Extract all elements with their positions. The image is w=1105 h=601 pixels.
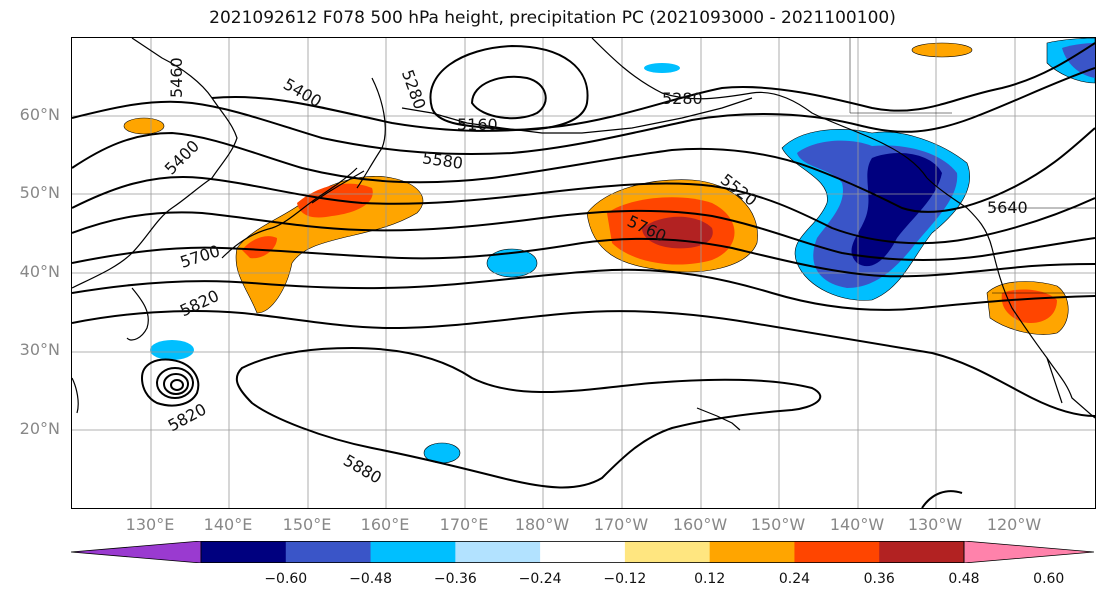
colorbar-tick-label: −0.36	[433, 571, 477, 587]
lon-label: 160°W	[672, 515, 728, 534]
contour-label: 5400	[280, 74, 325, 111]
lon-label: 180°W	[514, 515, 570, 534]
colorbar-cell	[794, 541, 880, 563]
precip-neg-ne-strong	[1062, 43, 1095, 78]
colorbar-tick-label: −0.12	[603, 571, 647, 587]
precip-pos-small-2	[911, 42, 973, 58]
contour-typhoon-outer	[140, 358, 200, 407]
lon-label: 170°E	[439, 515, 489, 534]
colorbar-cell	[879, 541, 965, 563]
colorbar-cell	[285, 541, 372, 563]
lon-label: 150°W	[750, 515, 806, 534]
colorbar-tick-label: 0.24	[778, 571, 811, 587]
precip-neg-small-2	[150, 340, 194, 360]
map-panel: 5460 5400 5400 5280 5280 5160 5580 5700 …	[71, 37, 1096, 509]
colorbar-cells	[71, 541, 1094, 563]
contour-label: 5280	[662, 89, 703, 108]
contour-5820	[72, 310, 1095, 417]
precip-neg-alaska-strong	[851, 153, 942, 267]
coast-westus	[991, 247, 1095, 419]
colorbar	[71, 541, 1094, 563]
colorbar-cell	[455, 541, 541, 563]
contour-5700	[72, 237, 1095, 278]
contour-typhoon-3	[170, 379, 184, 391]
lat-label: 60°N	[19, 105, 60, 124]
lon-label: 160°E	[360, 515, 410, 534]
colorbar-tick-label: −0.60	[264, 571, 308, 587]
map-svg: 5460 5400 5400 5280 5280 5160 5580 5700 …	[72, 38, 1095, 508]
colorbar-cell	[370, 541, 456, 563]
precip-pos-west-mid2	[242, 236, 277, 259]
contour-label: 5460	[167, 57, 186, 98]
contour-label: 5820	[177, 286, 222, 320]
colorbar-tick-label: 0.48	[948, 571, 980, 587]
precip-pos-central-strong	[642, 216, 713, 249]
contour-label: 5640	[987, 198, 1028, 217]
contour-typhoon-1	[156, 367, 194, 399]
contour-label: 5580	[421, 148, 464, 172]
contour-5640	[72, 209, 1095, 261]
contour-label: 5700	[178, 241, 223, 272]
coast-taiwan	[72, 377, 79, 414]
precip-neg-small-1	[486, 248, 538, 278]
height-contours	[72, 42, 1095, 508]
colorbar-frame	[200, 541, 965, 563]
colorbar-tick-label: 0.12	[694, 571, 726, 587]
lat-label: 20°N	[19, 419, 60, 438]
colorbar-tick-label: −0.48	[349, 571, 392, 587]
contour-label: 5160	[457, 115, 498, 134]
colorbar-cell	[540, 541, 626, 563]
contour-5580	[72, 176, 1095, 245]
colorbar-cell	[709, 541, 795, 563]
contour-typhoon-2	[163, 373, 189, 395]
contour-5880-east	[921, 490, 963, 508]
lon-label: 130°E	[125, 515, 175, 534]
lon-label: 170°W	[593, 515, 649, 534]
contour-5460	[72, 67, 1095, 156]
contour-label: 5880	[340, 451, 385, 488]
coast-aleutians	[401, 97, 753, 134]
lon-label: 120°W	[986, 515, 1042, 534]
borders	[849, 38, 1095, 294]
colorbar-extend-min	[71, 541, 202, 563]
lat-label: 40°N	[19, 262, 60, 281]
contour-5400	[211, 42, 1095, 132]
contour-low-5280	[429, 44, 589, 131]
contour-5520	[72, 127, 1095, 213]
lon-label: 150°E	[282, 515, 332, 534]
colorbar-extend-max	[963, 541, 1094, 563]
precip-neg-small-4	[644, 63, 680, 73]
coast-baja	[1046, 357, 1063, 404]
lon-label: 140°E	[203, 515, 253, 534]
lon-label: 140°W	[829, 515, 885, 534]
colorbar-tick-label: 0.60	[1033, 571, 1065, 587]
lat-label: 30°N	[19, 340, 60, 359]
coast-alaska	[591, 38, 928, 179]
coast-hawaii	[696, 407, 741, 431]
coast-kurils	[311, 170, 365, 204]
contour-5880	[235, 346, 822, 489]
coast-korea	[126, 287, 149, 341]
contour-5760	[72, 268, 1095, 311]
colorbar-cell	[624, 541, 711, 563]
coast-kamchatka	[356, 77, 386, 189]
colorbar-cell	[201, 541, 287, 563]
lat-label: 50°N	[19, 183, 60, 202]
contour-label: 5280	[398, 67, 430, 112]
coast-bc	[926, 177, 993, 249]
map-title: 2021092612 F078 500 hPa height, precipit…	[209, 8, 896, 28]
lon-label: 130°W	[907, 515, 963, 534]
contour-label: 5400	[161, 136, 203, 178]
precip-pos-small-1	[123, 117, 165, 135]
colorbar-tick-label: −0.24	[518, 571, 562, 587]
contour-low-5160	[470, 75, 547, 120]
colorbar-tick-label: 0.36	[863, 571, 895, 587]
coast-japan	[221, 167, 358, 259]
